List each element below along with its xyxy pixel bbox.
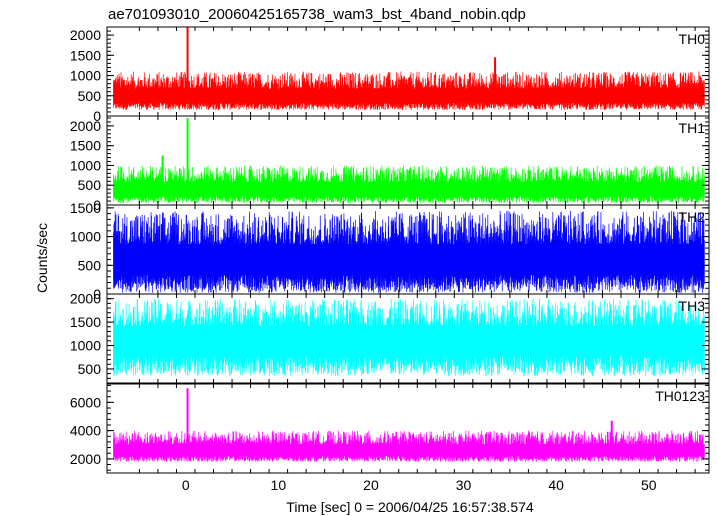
x-tick-label: 40 — [548, 477, 564, 493]
y-tick-label-th3: 1500 — [70, 314, 101, 330]
x-tick-label: 50 — [641, 477, 657, 493]
x-tick-label: 0 — [182, 477, 190, 493]
y-tick-label-th1: 500 — [78, 177, 102, 193]
y-tick-label-th2: 500 — [78, 257, 102, 273]
y-tick-label-th1: 1000 — [70, 157, 101, 173]
x-tick-label: 20 — [363, 477, 379, 493]
y-tick-label-th3: 1000 — [70, 338, 101, 354]
y-tick-label-th1: 0 — [93, 197, 101, 213]
panel-label-th2: TH2 — [679, 209, 706, 225]
panel-label-th3: TH3 — [679, 298, 706, 314]
series-line-th3 — [113, 298, 705, 377]
y-tick-label-th3: 500 — [78, 361, 102, 377]
y-tick-label-th0: 2000 — [70, 27, 101, 43]
y-tick-label-th0123: 4000 — [70, 423, 101, 439]
x-tick-label: 10 — [271, 477, 287, 493]
panel-label-th0: TH0 — [679, 31, 706, 47]
y-tick-label-th0: 1000 — [70, 68, 101, 84]
panel-frame-th0123 — [106, 383, 710, 474]
panel-th3: 500 1000 1500 2000 TH3 — [70, 291, 710, 384]
y-tick-label-th3: 2000 — [70, 291, 101, 307]
y-tick-label-th2: 1000 — [70, 229, 101, 245]
y-tick-label-th2: 1500 — [70, 200, 101, 216]
y-tick-label-th0123: 6000 — [70, 394, 101, 410]
y-tick-label-th2: 0 — [93, 286, 101, 302]
panel-th0: 0 500 1000 1500 2000 TH0 — [70, 26, 710, 124]
panel-label-th0123: TH0123 — [655, 388, 705, 404]
y-tick-label-th0123: 2000 — [70, 451, 101, 467]
x-tick-label: 30 — [456, 477, 472, 493]
y-tick-label-th1: 1500 — [70, 138, 101, 154]
series-line-th0123 — [113, 430, 705, 462]
series-line-th1 — [113, 165, 705, 204]
y-tick-label-th0: 0 — [93, 108, 101, 124]
series-line-th0 — [113, 71, 705, 110]
panel-frame-th3 — [106, 293, 710, 384]
y-tick-label-th0: 1500 — [70, 47, 101, 63]
x-axis-label: Time [sec] 0 = 2006/04/25 16:57:38.574 — [286, 499, 534, 515]
panel-label-th1: TH1 — [679, 120, 706, 136]
panel-th1: 0 500 1000 1500 2000 TH1 — [70, 115, 710, 213]
panel-th0123: 2000 4000 6000 TH0123 — [70, 383, 710, 474]
y-axis-label: Counts/sec — [34, 223, 50, 293]
y-tick-label-th0: 500 — [78, 88, 102, 104]
chart-title: ae701093010_20060425165738_wam3_bst_4ban… — [108, 6, 526, 23]
y-tick-label-th1: 2000 — [70, 118, 101, 134]
series-line-th2 — [113, 210, 705, 293]
